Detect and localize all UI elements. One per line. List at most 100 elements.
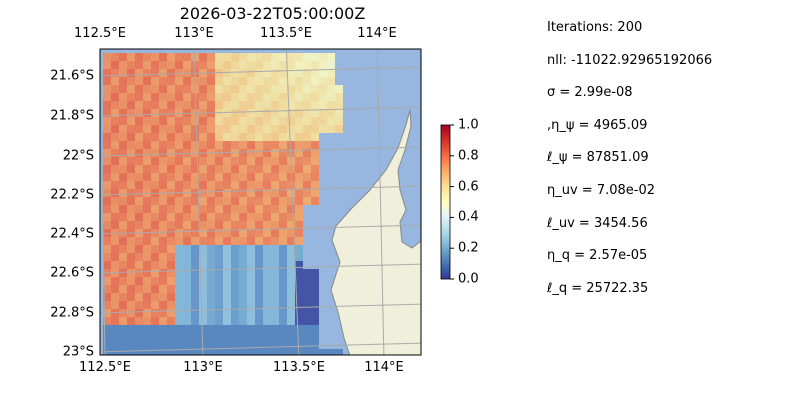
heatmap-cell [303, 325, 311, 333]
heatmap-cell [247, 277, 255, 285]
heatmap-cell [327, 117, 335, 125]
heatmap-cell [127, 77, 135, 85]
heatmap-cell [223, 149, 231, 157]
heatmap-cell [239, 229, 247, 237]
heatmap-cell [111, 165, 119, 173]
heatmap-cell [151, 213, 159, 221]
heatmap-cell [119, 277, 127, 285]
heatmap-cell [159, 133, 167, 141]
heatmap-cell [247, 325, 255, 333]
heatmap-cell [327, 61, 335, 69]
heatmap-cell [183, 341, 191, 349]
heatmap-cell [151, 317, 159, 325]
heatmap-cell [231, 221, 239, 229]
heatmap-cell [247, 133, 255, 141]
heatmap-cell [263, 109, 271, 117]
heatmap-cell [215, 157, 223, 165]
heatmap-cell [255, 165, 263, 173]
heatmap-cell [159, 165, 167, 173]
heatmap-cell [175, 109, 183, 117]
heatmap-cell [135, 285, 143, 293]
heatmap-cell [319, 117, 327, 125]
heatmap-cell [223, 93, 231, 101]
heatmap-cell [119, 221, 127, 229]
x-tick-label-top: 113°E [174, 26, 214, 41]
heatmap-cell [119, 77, 127, 85]
heatmap-cell [263, 197, 271, 205]
heatmap-cell [279, 205, 287, 213]
heatmap-cell [143, 293, 151, 301]
heatmap-cell [239, 165, 247, 173]
heatmap-cell [119, 157, 127, 165]
heatmap-cell [191, 325, 199, 333]
heatmap-cell [311, 181, 319, 189]
heatmap-cell [231, 165, 239, 173]
heatmap-cell [247, 333, 255, 341]
heatmap-cell [287, 197, 295, 205]
heatmap-cell [247, 285, 255, 293]
heatmap-cell [175, 69, 183, 77]
heatmap-cell [111, 349, 119, 355]
heatmap-cell [191, 293, 199, 301]
heatmap-cell [215, 197, 223, 205]
heatmap-cell [271, 229, 279, 237]
heatmap-cell [119, 109, 127, 117]
heatmap-cell [127, 261, 135, 269]
heatmap-cell [311, 341, 319, 349]
heatmap-cell [159, 101, 167, 109]
heatmap-cell [127, 133, 135, 141]
heatmap-cell [311, 149, 319, 157]
heatmap-cell [119, 333, 127, 341]
heatmap-cell [159, 333, 167, 341]
heatmap-cell [183, 157, 191, 165]
heatmap-cell [111, 77, 119, 85]
heatmap-cell [199, 205, 207, 213]
heatmap-cell [119, 309, 127, 317]
heatmap-cell [255, 301, 263, 309]
heatmap-cell [159, 349, 167, 355]
heatmap-cell [207, 317, 215, 325]
heatmap-cell [223, 301, 231, 309]
y-tick-label: 22.6°S [50, 265, 94, 281]
heatmap-cell [119, 133, 127, 141]
heatmap-cell [175, 125, 183, 133]
heatmap-cell [207, 341, 215, 349]
heatmap-cell [295, 213, 303, 221]
heatmap-cell [151, 165, 159, 173]
heatmap-cell [223, 141, 231, 149]
heatmap-cell [303, 109, 311, 117]
heatmap-cell [271, 101, 279, 109]
heatmap-cell [127, 189, 135, 197]
heatmap-cell [135, 77, 143, 85]
heatmap-cell [263, 325, 271, 333]
heatmap-cell [311, 173, 319, 181]
heatmap-cell [287, 189, 295, 197]
heatmap-cell [191, 221, 199, 229]
heatmap-cell [175, 341, 183, 349]
heatmap-cell [311, 69, 319, 77]
heatmap-cell [175, 325, 183, 333]
heatmap-cell [239, 269, 247, 277]
heatmap-cell [247, 309, 255, 317]
heatmap-cell [135, 277, 143, 285]
heatmap-cell [239, 181, 247, 189]
heatmap-cell [183, 77, 191, 85]
heatmap-cell [255, 125, 263, 133]
heatmap-cell [111, 325, 119, 333]
heatmap-cell [199, 229, 207, 237]
heatmap-cell [143, 301, 151, 309]
heatmap-cell [103, 85, 111, 93]
heatmap-cell [223, 261, 231, 269]
heatmap-cell [263, 101, 271, 109]
y-tick-label: 22.8°S [50, 305, 94, 321]
heatmap-cell [263, 157, 271, 165]
heatmap-cell [207, 269, 215, 277]
heatmap-cell [127, 237, 135, 245]
heatmap-cell [111, 317, 119, 325]
heatmap-cell [159, 285, 167, 293]
heatmap-cell [239, 157, 247, 165]
y-tick-label: 22.2°S [50, 187, 94, 203]
heatmap-cell [303, 349, 311, 355]
heatmap-cell [127, 101, 135, 109]
heatmap-cell [175, 61, 183, 69]
